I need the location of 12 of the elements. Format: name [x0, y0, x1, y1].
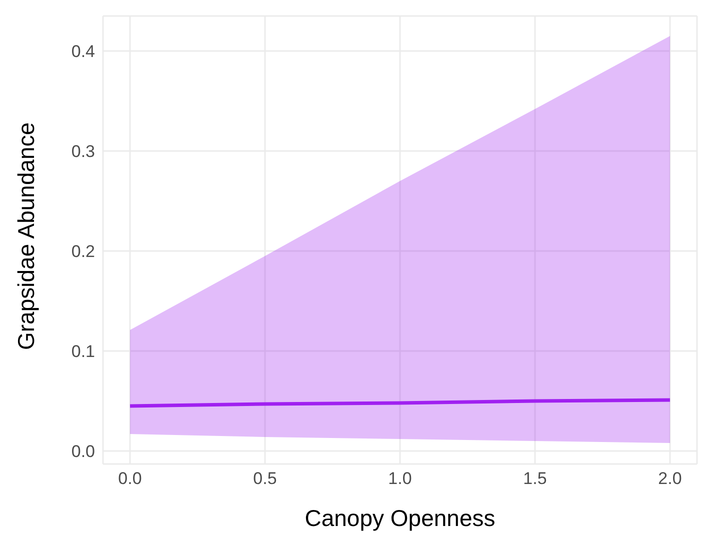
- x-tick-label: 0.0: [118, 469, 142, 488]
- x-tick-label: 2.0: [658, 469, 682, 488]
- y-tick-label: 0.2: [71, 242, 95, 262]
- x-tick-label: 1.5: [523, 469, 547, 488]
- y-tick-label: 0.0: [71, 442, 95, 462]
- x-tick-label: 1.0: [388, 469, 412, 488]
- y-tick-label: 0.3: [71, 142, 95, 162]
- x-axis-title: Canopy Openness: [304, 505, 496, 531]
- y-tick-label: 0.4: [71, 42, 95, 62]
- x-tick-label: 0.5: [253, 469, 277, 488]
- y-tick-label: 0.1: [71, 342, 95, 362]
- y-axis-title: Grapsidae Abundance: [13, 122, 40, 350]
